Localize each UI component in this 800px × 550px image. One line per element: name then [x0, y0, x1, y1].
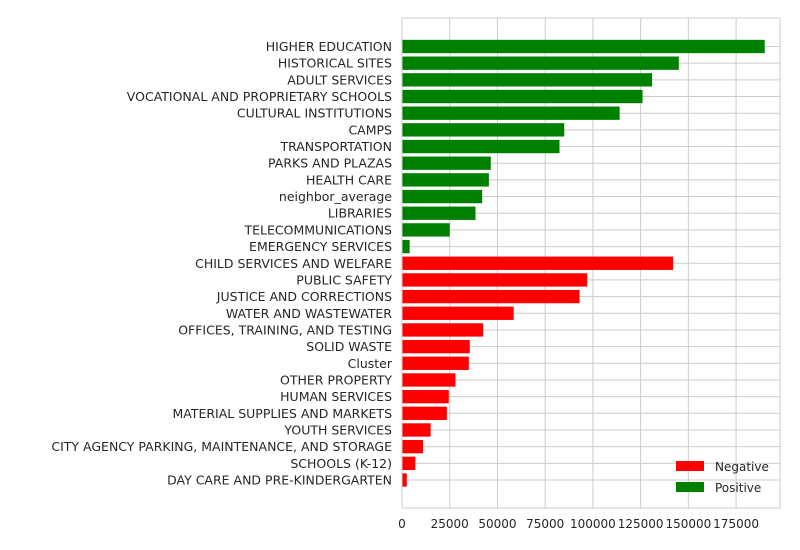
bar-negative [402, 356, 469, 370]
category-label: EMERGENCY SERVICES [249, 239, 392, 254]
bar-negative [402, 456, 416, 470]
bar-positive [402, 223, 450, 237]
x-tick-labels: 0 25000 50000 75000 100000 125000 150000 175000 [398, 517, 759, 531]
category-label: PARKS AND PLAZAS [268, 156, 392, 171]
category-label: SCHOOLS (K-12) [290, 456, 392, 471]
legend-swatch-positive [676, 482, 704, 492]
category-label: CAMPS [348, 122, 392, 137]
category-label: CHILD SERVICES AND WELFARE [195, 256, 392, 271]
category-label: MATERIAL SUPPLIES AND MARKETS [172, 406, 392, 421]
bar-negative [402, 473, 407, 487]
x-tick-label: 175000 [713, 517, 759, 531]
category-label: WATER AND WASTEWATER [226, 306, 392, 321]
category-label: ADULT SERVICES [287, 72, 392, 87]
category-label: OFFICES, TRAINING, AND TESTING [178, 322, 392, 337]
bar-negative [402, 373, 456, 387]
bar-positive [402, 239, 410, 254]
plot-frame [401, 17, 781, 509]
category-label: TRANSPORTATION [279, 139, 392, 154]
category-label: PUBLIC SAFETY [296, 272, 392, 287]
bar-negative [402, 339, 470, 354]
category-label: CITY AGENCY PARKING, MAINTENANCE, AND ST… [51, 439, 392, 454]
category-label: HISTORICAL SITES [278, 56, 392, 71]
category-label: HEALTH CARE [306, 172, 392, 187]
legend-label-positive: Positive [715, 481, 761, 495]
category-label: YOUTH SERVICES [283, 422, 392, 437]
bar-negative [402, 289, 580, 304]
bar-positive [402, 89, 643, 104]
x-tick-label: 125000 [618, 517, 664, 531]
legend: Negative Positive [676, 460, 769, 495]
bar-negative [402, 273, 588, 287]
category-label: DAY CARE AND PRE-KINDERGARTEN [167, 473, 392, 488]
category-label: HIGHER EDUCATION [266, 39, 392, 54]
category-label: OTHER PROPERTY [280, 372, 392, 387]
bar-positive [402, 73, 653, 87]
category-label: SOLID WASTE [306, 339, 392, 354]
bar-negative [402, 306, 514, 320]
bar-positive [402, 106, 620, 120]
bar-negative [402, 423, 431, 437]
x-tick-label: 150000 [665, 517, 711, 531]
x-tick-label: 100000 [570, 517, 616, 531]
bar-positive [402, 139, 560, 154]
category-label: CULTURAL INSTITUTIONS [237, 106, 392, 121]
bar-negative [402, 439, 423, 454]
category-label: Cluster [348, 356, 393, 371]
bar-negative [402, 406, 447, 420]
category-label: TELECOMMUNICATIONS [244, 222, 393, 237]
bar-positive [402, 123, 565, 137]
bars [402, 39, 765, 487]
legend-label-negative: Negative [715, 460, 769, 474]
bar-positive [402, 156, 491, 170]
bar-positive [402, 173, 489, 187]
bar-positive [402, 189, 483, 204]
bar-negative [402, 256, 674, 270]
bar-positive [402, 206, 476, 220]
bar-negative [402, 389, 449, 404]
category-label: HUMAN SERVICES [280, 389, 392, 404]
x-tick-label: 25000 [431, 517, 469, 531]
x-tick-label: 50000 [478, 517, 516, 531]
category-label: JUSTICE AND CORRECTIONS [216, 289, 392, 304]
bar-positive [402, 39, 765, 54]
legend-swatch-negative [676, 461, 704, 471]
category-label: neighbor_average [279, 189, 392, 204]
x-tick-label: 0 [398, 517, 406, 531]
category-label: LIBRARIES [328, 206, 392, 221]
category-label: VOCATIONAL AND PROPRIETARY SCHOOLS [127, 89, 392, 104]
x-tick-label: 75000 [526, 517, 564, 531]
bar-negative [402, 323, 484, 337]
bar-positive [402, 56, 679, 70]
